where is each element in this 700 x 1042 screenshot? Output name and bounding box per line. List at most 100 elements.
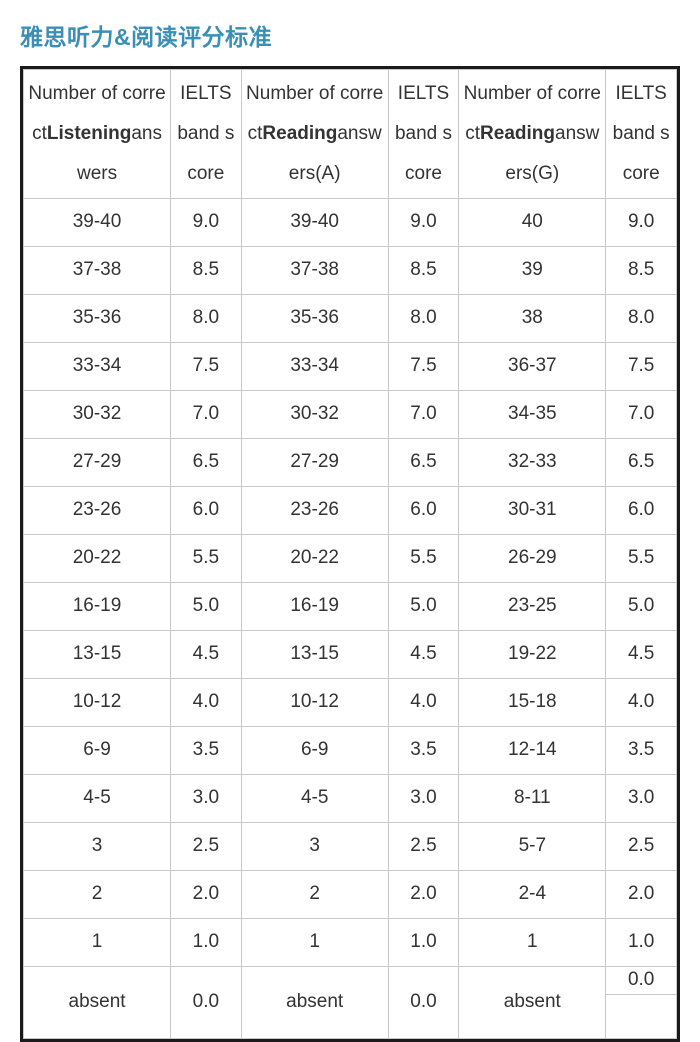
table-cell: 30-32	[241, 390, 388, 438]
table-row: 27-296.527-296.532-336.5	[24, 438, 677, 486]
table-cell: 7.0	[171, 390, 242, 438]
table-cell: 6.5	[606, 438, 677, 486]
table-cell: 35-36	[24, 294, 171, 342]
table-cell: 37-38	[24, 246, 171, 294]
table-cell: 39-40	[241, 198, 388, 246]
table-row: 4-53.04-53.08-113.0	[24, 774, 677, 822]
table-cell: 5.5	[388, 534, 459, 582]
table-cell: 10-12	[24, 678, 171, 726]
table-cell: 4-5	[24, 774, 171, 822]
header-band-3: IELTS band score	[606, 70, 677, 199]
header-listening: Number of correctListeninganswers	[24, 70, 171, 199]
table-cell: 23-25	[459, 582, 606, 630]
table-cell: 8.5	[606, 246, 677, 294]
table-cell: 10-12	[241, 678, 388, 726]
table-cell: 30-32	[24, 390, 171, 438]
table-cell: 6.0	[171, 486, 242, 534]
table-cell: 2-4	[459, 870, 606, 918]
table-cell: 9.0	[606, 198, 677, 246]
table-cell: 15-18	[459, 678, 606, 726]
table-cell: 26-29	[459, 534, 606, 582]
score-table: Number of correctListeninganswers IELTS …	[23, 69, 677, 1039]
table-cell: 4.0	[388, 678, 459, 726]
table-cell: 8-11	[459, 774, 606, 822]
table-cell: absent	[24, 966, 171, 1038]
table-cell: 33-34	[24, 342, 171, 390]
header-band-1: IELTS band score	[171, 70, 242, 199]
table-cell: absent	[241, 966, 388, 1038]
table-cell: 20-22	[24, 534, 171, 582]
table-cell: 1	[24, 918, 171, 966]
table-cell: 0.0	[171, 966, 242, 1038]
table-cell: 2	[24, 870, 171, 918]
table-cell: 12-14	[459, 726, 606, 774]
table-cell: 8.0	[606, 294, 677, 342]
table-cell: 5.0	[606, 582, 677, 630]
table-cell: 36-37	[459, 342, 606, 390]
table-cell: 2.5	[171, 822, 242, 870]
table-cell: 37-38	[241, 246, 388, 294]
table-cell: 7.5	[606, 342, 677, 390]
table-cell: 4.5	[606, 630, 677, 678]
table-cell: 3.5	[171, 726, 242, 774]
table-cell: 3	[24, 822, 171, 870]
table-cell: 5.5	[606, 534, 677, 582]
table-cell: 3.0	[388, 774, 459, 822]
table-cell: 7.0	[606, 390, 677, 438]
table-cell: 27-29	[241, 438, 388, 486]
header-reading-g: Number of correctReadinganswers(G)	[459, 70, 606, 199]
header-reading-a: Number of correctReadinganswers(A)	[241, 70, 388, 199]
table-cell: 39-40	[24, 198, 171, 246]
table-cell: 32-33	[459, 438, 606, 486]
table-cell: 6-9	[241, 726, 388, 774]
table-cell: 2.0	[606, 870, 677, 918]
table-row: 10-124.010-124.015-184.0	[24, 678, 677, 726]
table-cell: 6.0	[388, 486, 459, 534]
table-row: 30-327.030-327.034-357.0	[24, 390, 677, 438]
table-cell: 5.0	[171, 582, 242, 630]
table-row: 6-93.56-93.512-143.5	[24, 726, 677, 774]
table-cell: 6-9	[24, 726, 171, 774]
table-cell: 2.5	[606, 822, 677, 870]
table-cell: 3	[241, 822, 388, 870]
table-cell: 7.5	[171, 342, 242, 390]
table-cell: 8.5	[388, 246, 459, 294]
table-cell: 8.5	[171, 246, 242, 294]
table-cell: 8.0	[388, 294, 459, 342]
table-cell: 20-22	[241, 534, 388, 582]
table-row: 35-368.035-368.0388.0	[24, 294, 677, 342]
table-cell: 34-35	[459, 390, 606, 438]
table-cell: 6.5	[171, 438, 242, 486]
table-cell: 35-36	[241, 294, 388, 342]
table-cell: 6.0	[606, 486, 677, 534]
table-cell	[606, 994, 677, 1038]
table-cell: 7.0	[388, 390, 459, 438]
table-cell: 6.5	[388, 438, 459, 486]
table-row: 22.022.02-42.0	[24, 870, 677, 918]
table-cell: 4.0	[171, 678, 242, 726]
table-cell: 5.5	[171, 534, 242, 582]
table-cell: 16-19	[241, 582, 388, 630]
table-cell: 2	[241, 870, 388, 918]
table-cell: 30-31	[459, 486, 606, 534]
table-cell: 9.0	[171, 198, 242, 246]
table-cell: 40	[459, 198, 606, 246]
table-cell: 0.0	[388, 966, 459, 1038]
table-cell: 5-7	[459, 822, 606, 870]
table-cell: 33-34	[241, 342, 388, 390]
table-cell: absent	[459, 966, 606, 1038]
table-row: 13-154.513-154.519-224.5	[24, 630, 677, 678]
score-table-wrapper: Number of correctListeninganswers IELTS …	[20, 66, 680, 1042]
table-cell: 23-26	[24, 486, 171, 534]
table-cell: 13-15	[241, 630, 388, 678]
table-row: 39-409.039-409.0409.0	[24, 198, 677, 246]
table-row: 32.532.55-72.5	[24, 822, 677, 870]
table-cell: 9.0	[388, 198, 459, 246]
table-cell: 27-29	[24, 438, 171, 486]
table-cell: 16-19	[24, 582, 171, 630]
table-cell: 4.5	[171, 630, 242, 678]
page-title: 雅思听力&阅读评分标准	[20, 18, 680, 52]
table-row: 37-388.537-388.5398.5	[24, 246, 677, 294]
table-cell: 5.0	[388, 582, 459, 630]
table-row: 11.011.011.0	[24, 918, 677, 966]
